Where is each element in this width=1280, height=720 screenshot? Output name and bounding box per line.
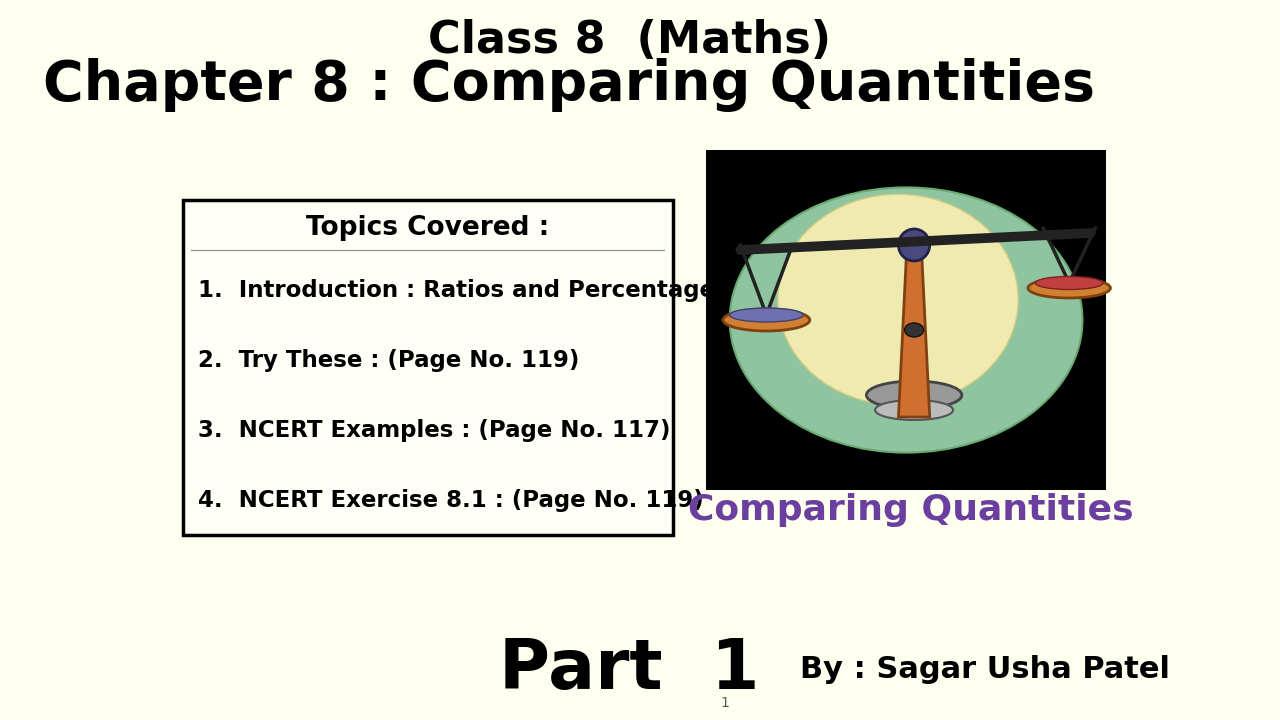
Text: Part  1: Part 1 — [499, 636, 759, 703]
Text: 1.  Introduction : Ratios and Percentages: 1. Introduction : Ratios and Percentages — [198, 279, 728, 302]
Ellipse shape — [730, 308, 804, 322]
Text: By : Sagar Usha Patel: By : Sagar Usha Patel — [800, 655, 1170, 685]
Ellipse shape — [1028, 278, 1110, 298]
Text: 1: 1 — [721, 696, 730, 710]
Ellipse shape — [778, 194, 1019, 405]
Text: Comparing Quantities: Comparing Quantities — [689, 493, 1134, 527]
Ellipse shape — [867, 381, 961, 409]
Ellipse shape — [876, 400, 954, 420]
Ellipse shape — [1036, 276, 1103, 289]
Text: Topics Covered :: Topics Covered : — [306, 215, 549, 241]
Text: Class 8  (Maths): Class 8 (Maths) — [428, 19, 831, 61]
Ellipse shape — [723, 309, 810, 331]
Ellipse shape — [905, 323, 924, 337]
Text: 3.  NCERT Examples : (Page No. 117): 3. NCERT Examples : (Page No. 117) — [198, 418, 671, 441]
Polygon shape — [899, 240, 929, 417]
FancyBboxPatch shape — [705, 150, 1106, 490]
Text: 2.  Try These : (Page No. 119): 2. Try These : (Page No. 119) — [198, 348, 580, 372]
FancyBboxPatch shape — [183, 200, 673, 535]
Text: Chapter 8 : Comparing Quantities: Chapter 8 : Comparing Quantities — [42, 58, 1094, 112]
Ellipse shape — [730, 187, 1083, 453]
Text: 4.  NCERT Exercise 8.1 : (Page No. 119): 4. NCERT Exercise 8.1 : (Page No. 119) — [198, 488, 704, 511]
Ellipse shape — [899, 229, 929, 261]
